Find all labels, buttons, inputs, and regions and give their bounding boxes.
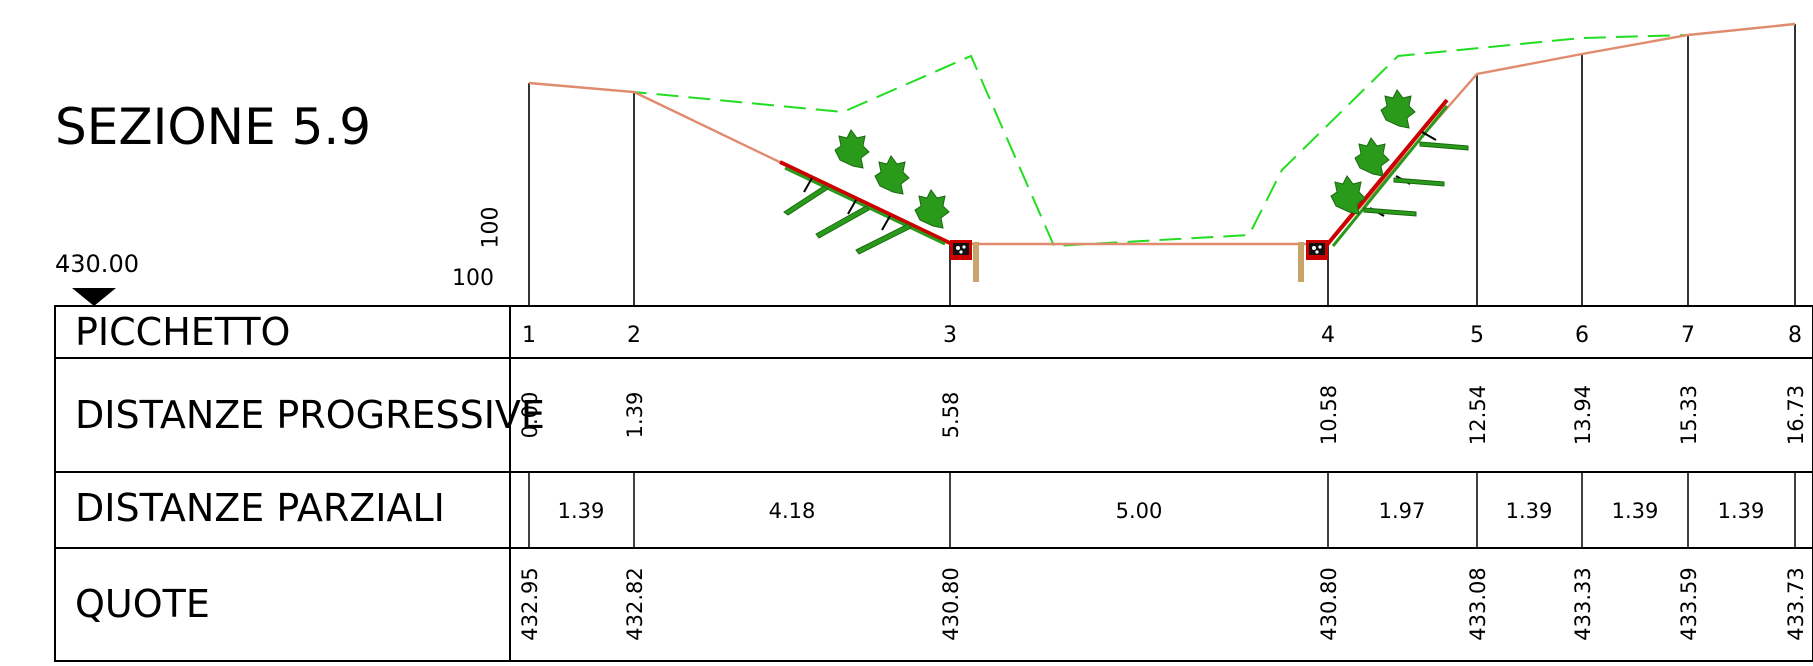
reference-elevation: 430.00 bbox=[55, 250, 139, 278]
stake-number: 1 bbox=[522, 323, 536, 348]
stake-number: 6 bbox=[1575, 323, 1589, 348]
progressive-value: 10.58 bbox=[1317, 385, 1341, 445]
stake-number: 3 bbox=[943, 323, 957, 348]
right-revetment bbox=[1324, 98, 1449, 248]
stake-number: 4 bbox=[1321, 323, 1335, 348]
stake-numbers: 1 2 3 4 5 6 7 8 bbox=[522, 323, 1802, 348]
progressive-value: 0.00 bbox=[518, 392, 542, 439]
design-profile-line bbox=[528, 22, 1796, 246]
progressive-value: 13.94 bbox=[1571, 385, 1595, 445]
partial-value: 1.39 bbox=[558, 499, 605, 523]
row-label-partial: DISTANZE PARZIALI bbox=[75, 486, 445, 530]
right-revetment-green bbox=[1331, 105, 1449, 247]
original-ground-line bbox=[528, 23, 1796, 248]
right-toe-gabion bbox=[1298, 240, 1328, 282]
progressive-value: 5.58 bbox=[939, 392, 963, 439]
progressive-value: 15.33 bbox=[1677, 385, 1701, 445]
left-toe-gabion bbox=[950, 240, 979, 282]
partial-value: 1.39 bbox=[1718, 499, 1765, 523]
stake-lines bbox=[528, 24, 1796, 306]
vegetation-right-icon bbox=[1330, 89, 1469, 217]
progressive-value: 12.54 bbox=[1466, 385, 1490, 445]
progressive-value: 16.73 bbox=[1784, 385, 1808, 445]
stake-number: 7 bbox=[1681, 323, 1695, 348]
elevations: 432.95 432.82 430.80 430.80 433.08 433.3… bbox=[518, 567, 1808, 640]
data-table-grid bbox=[54, 305, 1813, 662]
row-label-elevations: QUOTE bbox=[75, 582, 210, 626]
elevation-value: 433.08 bbox=[1466, 567, 1490, 640]
partial-value: 1.97 bbox=[1379, 499, 1426, 523]
horizontal-scale: 100 bbox=[452, 266, 494, 291]
elevation-value: 432.95 bbox=[518, 567, 542, 640]
partial-value: 1.39 bbox=[1506, 499, 1553, 523]
vegetation-left-icon bbox=[783, 129, 950, 255]
progressive-distances: 0.00 1.39 5.58 10.58 12.54 13.94 15.33 1… bbox=[518, 385, 1808, 445]
section-title: SEZIONE 5.9 bbox=[55, 98, 372, 156]
elevation-value: 430.80 bbox=[939, 567, 963, 640]
left-revetment bbox=[779, 160, 953, 246]
partial-distances: 1.39 4.18 5.00 1.97 1.39 1.39 1.39 bbox=[558, 499, 1765, 523]
elevation-value: 430.80 bbox=[1317, 567, 1341, 640]
elevation-value: 433.59 bbox=[1677, 567, 1701, 640]
row-label-progressive: DISTANZE PROGRESSIVE bbox=[75, 393, 545, 437]
progressive-value: 1.39 bbox=[623, 392, 647, 439]
stake-number: 2 bbox=[627, 323, 641, 348]
partial-value: 5.00 bbox=[1116, 499, 1163, 523]
stake-number: 5 bbox=[1470, 323, 1484, 348]
partial-value: 1.39 bbox=[1612, 499, 1659, 523]
partial-value: 4.18 bbox=[769, 499, 816, 523]
elevation-value: 433.73 bbox=[1784, 567, 1808, 640]
row-label-stakes: PICCHETTO bbox=[75, 310, 291, 354]
elevation-value: 432.82 bbox=[623, 567, 647, 640]
partial-separators bbox=[528, 472, 1796, 548]
left-bank-anchors bbox=[803, 177, 891, 231]
elevation-value: 433.33 bbox=[1571, 567, 1595, 640]
reference-marker-icon bbox=[72, 288, 116, 306]
stake-number: 8 bbox=[1788, 323, 1802, 348]
